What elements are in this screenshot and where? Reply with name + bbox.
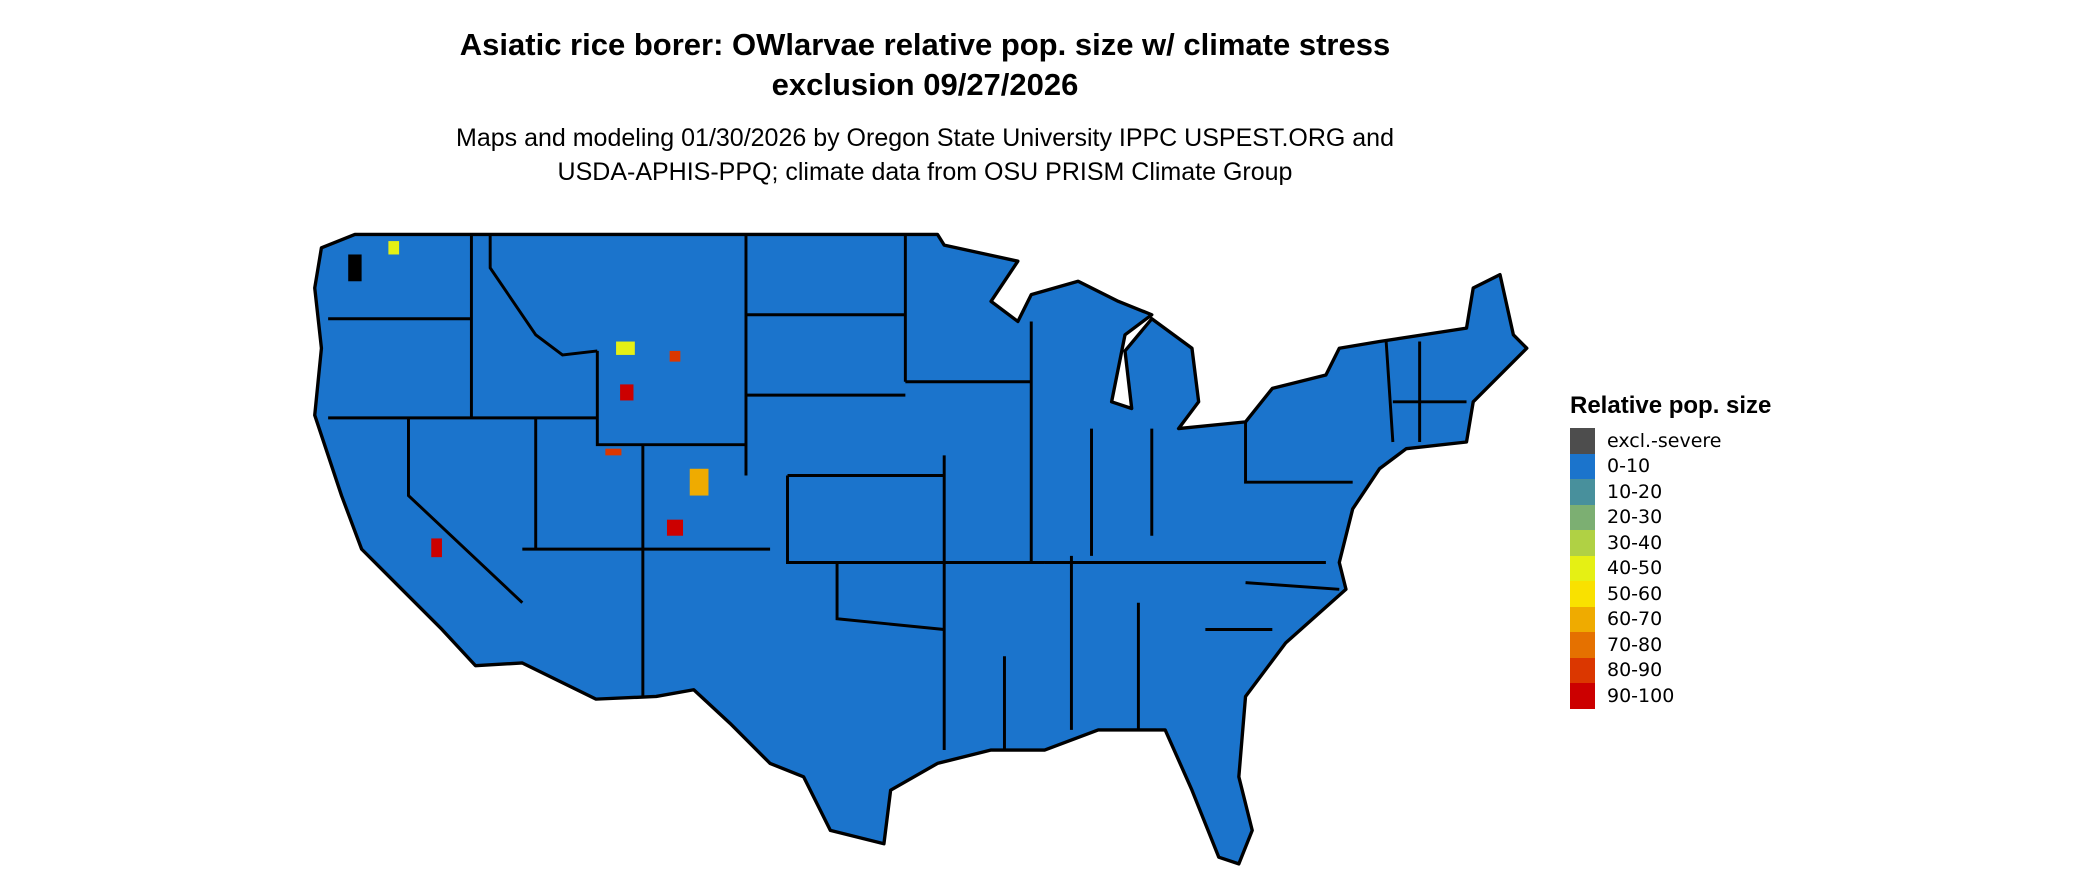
us-outline bbox=[313, 232, 1529, 866]
legend-label: excl.-severe bbox=[1607, 429, 1722, 452]
legend-item: 30-40 bbox=[1570, 530, 1771, 556]
legend-swatch bbox=[1570, 632, 1595, 658]
legend-item: 40-50 bbox=[1570, 555, 1771, 581]
legend-item: 50-60 bbox=[1570, 581, 1771, 607]
legend-label: 20-30 bbox=[1607, 506, 1663, 529]
legend-item: 80-90 bbox=[1570, 657, 1771, 683]
legend-label: 30-40 bbox=[1607, 531, 1663, 554]
legend-item: 10-20 bbox=[1570, 479, 1771, 505]
legend-swatch bbox=[1570, 683, 1595, 709]
legend-label: 80-90 bbox=[1607, 659, 1663, 682]
legend-item: 60-70 bbox=[1570, 606, 1771, 632]
legend-swatch bbox=[1570, 581, 1595, 607]
legend-swatch bbox=[1570, 606, 1595, 632]
legend-swatch bbox=[1570, 504, 1595, 530]
title-line-1: Asiatic rice borer: OWlarvae relative po… bbox=[459, 27, 1391, 62]
legend-swatch bbox=[1570, 453, 1595, 479]
legend-title: Relative pop. size bbox=[1570, 392, 1772, 419]
legend-swatch bbox=[1570, 555, 1595, 581]
legend-swatch bbox=[1570, 479, 1595, 505]
legend-swatch bbox=[1570, 428, 1595, 454]
legend-item: 20-30 bbox=[1570, 504, 1771, 530]
legend-swatch bbox=[1570, 530, 1595, 556]
legend-swatch bbox=[1570, 657, 1595, 683]
state-borders bbox=[328, 234, 1467, 751]
legend-item: 70-80 bbox=[1570, 632, 1771, 658]
legend-item: excl.-severe bbox=[1570, 428, 1771, 454]
legend-label: 60-70 bbox=[1607, 608, 1663, 631]
legend: Relative pop. size excl.-severe 0-10 10-20… bbox=[1570, 392, 1771, 709]
legend-label: 10-20 bbox=[1607, 480, 1663, 503]
subtitle-line-1: Maps and modeling 01/30/2026 by Oregon S… bbox=[456, 124, 1394, 152]
title-line-2: exclusion 09/27/2026 bbox=[771, 67, 1079, 102]
legend-label: 0-10 bbox=[1607, 455, 1651, 478]
legend-item: 90-100 bbox=[1570, 683, 1771, 709]
legend-label: 90-100 bbox=[1607, 684, 1675, 707]
subtitle-line-2: USDA-APHIS-PPQ; climate data from OSU PR… bbox=[557, 158, 1293, 186]
suitability-hotspots bbox=[348, 241, 709, 558]
legend-label: 50-60 bbox=[1607, 582, 1663, 605]
legend-label: 40-50 bbox=[1607, 557, 1663, 580]
legend-item: 0-10 bbox=[1570, 453, 1771, 479]
legend-label: 70-80 bbox=[1607, 633, 1663, 656]
